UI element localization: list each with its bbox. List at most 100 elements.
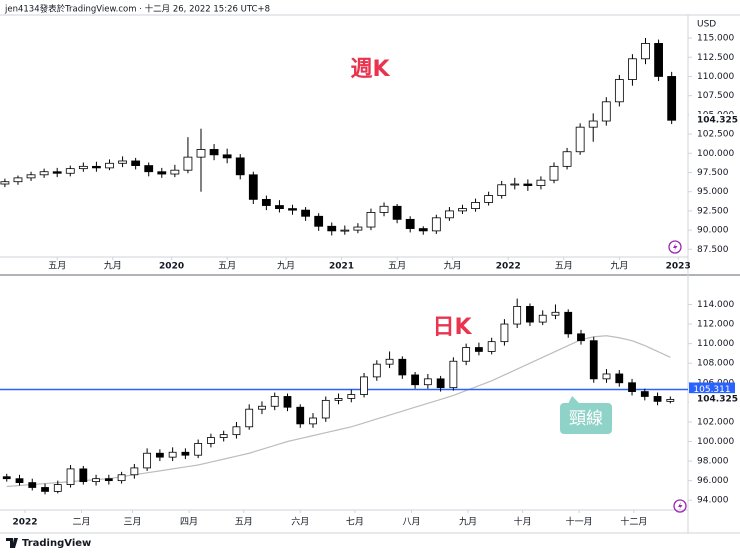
x-tick-label: 五月 [235,517,253,528]
y-tick-label: 95.000 [697,187,729,197]
candle-body [327,225,337,232]
candle-body [379,205,389,213]
candle-body [168,451,177,458]
y-tick-label: 114.000 [697,300,734,310]
candle-body [484,195,494,203]
y-tick-label: 90.000 [697,226,729,236]
neckline-price: 105.311 [693,385,730,395]
x-tick-label: 2022 [12,518,37,528]
x-tick-label: 七月 [346,517,364,528]
candle-body [283,396,292,408]
candle-body [105,162,114,169]
candle-body [487,341,496,352]
x-tick-label: 十月 [514,516,532,528]
candle-body [2,476,11,480]
callout-box [560,403,612,434]
candle-body [431,217,441,232]
candle-body [104,478,113,482]
chart-title: 週K [350,57,390,82]
candle-body [196,149,206,158]
footer: TradingView [22,538,91,549]
candle-body [219,434,228,438]
candle-body [353,226,363,231]
candle-body [458,208,467,212]
candle-body [513,306,522,325]
candle-body [523,183,533,186]
candle-body [78,165,88,170]
x-tick-label: 二月 [72,517,90,528]
candle-body [155,452,164,458]
x-tick-label: 九月 [104,261,122,272]
x-tick-label: 六月 [291,516,309,528]
y-tick-label: 107.500 [697,91,734,101]
y-tick-label: 102.500 [697,130,734,140]
candle-body [0,181,10,185]
y-tick-label: 96.000 [697,476,729,486]
y-tick-label: 100.000 [697,149,734,159]
candle-body [575,126,585,153]
candle-body [551,311,560,316]
last-price: 104.325 [697,395,738,405]
candle-body [615,373,624,384]
y-tick-label: 92.500 [697,206,729,216]
candle-body [309,417,317,425]
x-tick-label: 五月 [555,261,573,272]
y-tick-label: 98.000 [697,457,729,467]
candle-body [79,468,88,483]
candle-body [130,467,139,476]
candle-body [92,165,101,169]
candle-body [334,398,343,401]
candle-body [411,374,419,386]
candle-body [207,437,215,444]
candle-body [589,340,598,380]
candle-body [614,79,624,103]
candle-body [261,198,271,206]
candle-body [39,171,49,176]
candle-body [526,306,534,323]
candle-body [13,177,23,183]
candle-body [235,157,245,176]
y-tick-label: 102.000 [697,417,734,427]
candle-body [628,58,637,80]
chart-title: 日K [432,315,472,340]
header: jen4134發表於TradingView.com · 十二月 26, 2022… [4,4,270,15]
x-tick-label: 十二月 [620,516,647,528]
candle-body [602,373,611,380]
last-price-box [689,393,735,406]
candle-body [65,168,75,174]
x-tick-label: 九月 [444,261,462,272]
moving-average [6,335,671,488]
candle-body [405,218,415,229]
candle-body [392,205,402,220]
y-tick-label: 87.500 [697,245,729,255]
candle-body [564,311,573,335]
x-tick-label: 2021 [329,262,354,272]
candle-body [418,228,428,232]
candle-body [640,391,649,397]
candle-body [366,212,376,228]
x-tick-label: 十一月 [566,516,593,528]
candle-body [653,396,662,402]
x-tick-label: 五月 [388,261,406,272]
candle-body [588,120,598,128]
last-price-box [689,114,735,127]
candle-body [232,426,241,436]
callout-pointer [568,396,580,404]
y-tick-label: 108.000 [697,359,734,369]
power-icon [668,240,682,254]
candle-body [53,484,62,492]
x-tick-label: 2020 [159,262,184,272]
candle-body [183,156,193,171]
candle-body [436,378,445,389]
candle-body [667,76,677,121]
candle-body [538,314,547,323]
candle-body [143,452,152,469]
candle-body [471,202,480,209]
candle-body [449,360,458,389]
candle-body [372,363,381,378]
candle-body [248,174,258,200]
candle-body [577,333,585,342]
candle-body [445,210,454,219]
y-tick-label: 97.500 [697,168,729,178]
